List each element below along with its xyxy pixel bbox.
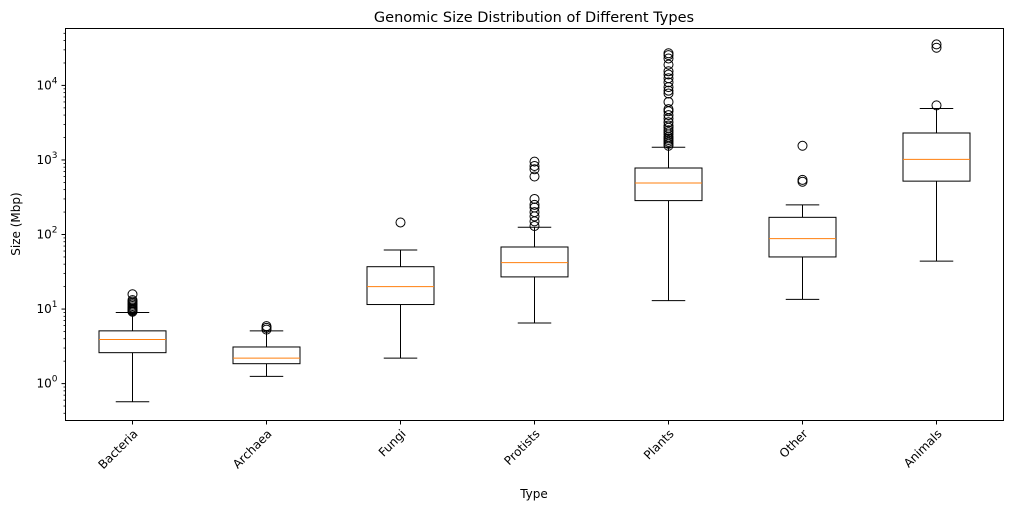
outlier-point [529,156,540,167]
chart-title: Genomic Size Distribution of Different T… [374,10,694,26]
outlier-point [663,117,674,128]
iqr-box [768,216,837,258]
outlier-point [663,110,674,121]
box-group-protists [500,156,569,324]
outlier-point [529,207,540,218]
outlier-point [663,120,674,131]
x-tick-label: Other [777,427,811,461]
y-tick-label: 100 [36,375,57,391]
outlier-point [663,104,674,115]
outlier-point [931,42,942,53]
outlier-point [797,176,808,187]
x-tick-label: Plants [641,427,677,463]
outlier-point [931,39,942,50]
outlier-point [663,85,674,96]
outlier-point [663,96,674,107]
x-tick-label: Archaea [230,427,275,472]
outlier-point [797,140,808,151]
outlier-point [663,48,674,59]
y-tick-label: 101 [36,300,57,316]
box-group-animals [902,39,971,262]
outlier-point [663,66,674,77]
box-group-bacteria [98,289,167,403]
outlier-point [529,164,540,175]
iqr-box [500,246,569,278]
outlier-point [663,77,674,88]
box-group-other [768,140,837,300]
y-tick-label: 104 [36,76,57,92]
outlier-point [529,160,540,171]
iqr-box [366,266,435,306]
outlier-point [663,59,674,70]
iqr-box [902,132,971,182]
outlier-point [127,289,138,300]
x-tick-label: Fungi [376,427,409,460]
iqr-box [232,346,301,365]
outlier-point [663,125,674,136]
outlier-point [663,69,674,80]
outlier-point [261,321,272,332]
outlier-point [663,88,674,99]
x-tick-label: Animals [901,427,945,471]
outlier-point [663,53,674,64]
plot-area: 100 101 102 103 104 Bacteria Archaea Fungi Proti… [36,32,971,472]
outlier-point [529,193,540,204]
iqr-box [98,330,167,354]
outlier-point [395,217,406,228]
x-tick-label: Protists [501,427,542,468]
box-group-plants [634,48,703,302]
outlier-point [931,100,942,111]
y-tick-label: 102 [36,226,57,242]
box-group-fungi [366,217,435,359]
outlier-point [127,295,138,306]
outlier-point [529,221,540,232]
outlier-point [797,174,808,185]
x-tick-label: Bacteria [95,427,140,472]
outlier-point [663,73,674,84]
box-group-archaea [232,321,301,377]
iqr-box [634,167,703,202]
outlier-point [529,171,540,182]
y-axis-label: Size (Mbp) [9,192,23,255]
y-tick-label: 103 [36,151,57,167]
x-axis-label: Type [519,487,548,501]
outlier-point [529,199,540,210]
plot-frame [65,28,1004,421]
